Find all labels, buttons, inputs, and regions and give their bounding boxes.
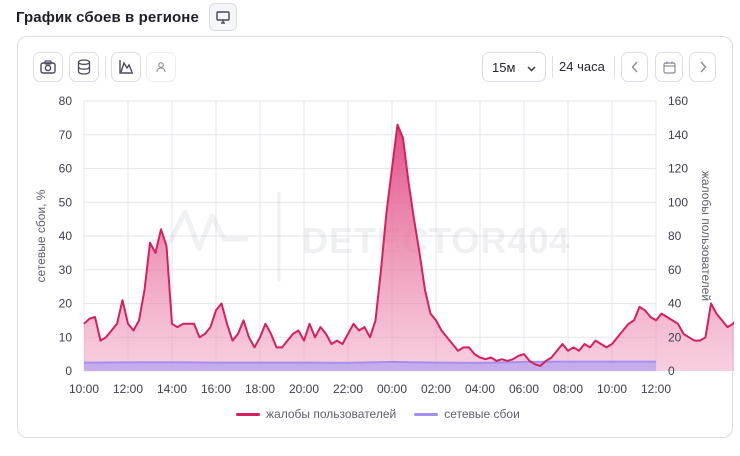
legend-swatch-outages <box>414 412 439 416</box>
left-tick-label: 70 <box>59 128 73 142</box>
x-tick-label: 20:00 <box>289 382 319 396</box>
right-tick-label: 160 <box>668 94 688 108</box>
right-tick-label: 80 <box>668 229 682 243</box>
x-tick-label: 10:00 <box>69 382 99 396</box>
series-layer <box>83 123 734 371</box>
interval-select[interactable]: 15м <box>482 52 546 82</box>
left-tick-label: 10 <box>59 330 73 344</box>
legend: жалобы пользователей сетевые сбои <box>236 407 520 421</box>
chart-card: 15м 24 часа DETECTOR404 0 0 10 20 20 40 30 60 40… <box>17 36 734 438</box>
left-tick-label: 60 <box>59 162 73 176</box>
left-tick-label: 0 <box>65 364 72 378</box>
page-title: График сбоев в регионе <box>16 8 199 26</box>
outages-area <box>84 361 656 371</box>
header: График сбоев в регионе <box>16 3 237 31</box>
x-tick-label: 18:00 <box>245 382 275 396</box>
interval-value: 15м <box>492 59 516 75</box>
x-tick-label: 04:00 <box>465 382 495 396</box>
right-tick-label: 120 <box>668 162 688 176</box>
x-tick-label: 12:00 <box>113 382 143 396</box>
toolbar-divider <box>614 56 615 78</box>
left-axis-label: сетевые сбои, % <box>34 189 48 282</box>
watermark: DETECTOR404 <box>150 192 570 282</box>
complaints-area <box>84 124 734 371</box>
left-tick-label: 80 <box>59 94 73 108</box>
chevron-right-icon[interactable] <box>689 52 716 82</box>
left-tick-label: 40 <box>59 229 73 243</box>
right-tick-label: 140 <box>668 128 688 142</box>
x-tick-label: 22:00 <box>333 382 363 396</box>
legend-label-outages: сетевые сбои <box>444 407 520 421</box>
user-icon[interactable] <box>146 52 176 82</box>
legend-label-complaints: жалобы пользователей <box>266 407 397 421</box>
legend-item-complaints[interactable]: жалобы пользователей <box>236 407 396 421</box>
x-tick-label: 14:00 <box>157 382 187 396</box>
right-tick-label: 60 <box>668 263 682 277</box>
right-tick-label: 0 <box>668 364 675 378</box>
right-tick-label: 100 <box>668 195 688 209</box>
left-tick-label: 50 <box>59 195 73 209</box>
x-tick-label: 06:00 <box>509 382 539 396</box>
toolbar-divider <box>105 56 106 78</box>
camera-icon[interactable] <box>33 52 63 82</box>
left-tick-label: 20 <box>59 297 73 311</box>
right-axis-label: жалобы пользователей <box>699 171 713 301</box>
x-tick-label: 12:00 <box>641 382 671 396</box>
range-label: 24 часа <box>559 59 605 74</box>
x-tick-label: 02:00 <box>421 382 451 396</box>
area-chart-icon[interactable] <box>111 52 141 82</box>
monitor-icon[interactable] <box>208 3 237 31</box>
chevron-down-icon <box>527 60 536 75</box>
watermark-text: DETECTOR404 <box>302 220 570 261</box>
axes: 0 0 10 20 20 40 30 60 40 80 50 100 60 120 70 140 80 160 10… <box>59 94 689 396</box>
toolbar-divider <box>552 56 553 78</box>
legend-item-outages[interactable]: сетевые сбои <box>414 407 520 421</box>
outages-line <box>83 360 656 364</box>
chart: DETECTOR404 0 0 10 20 20 40 30 60 40 80 50 100 60 120… <box>34 94 734 396</box>
right-tick-label: 20 <box>668 330 682 344</box>
database-icon[interactable] <box>69 52 99 82</box>
x-tick-label: 10:00 <box>597 382 627 396</box>
left-tick-label: 30 <box>59 263 73 277</box>
right-tick-label: 40 <box>668 297 682 311</box>
legend-swatch-complaints <box>236 412 260 416</box>
chevron-left-icon[interactable] <box>621 52 648 82</box>
x-tick-label: 00:00 <box>377 382 407 396</box>
x-tick-label: 08:00 <box>553 382 583 396</box>
complaints-line <box>83 123 734 367</box>
calendar-icon[interactable] <box>655 52 683 82</box>
x-tick-label: 16:00 <box>201 382 231 396</box>
